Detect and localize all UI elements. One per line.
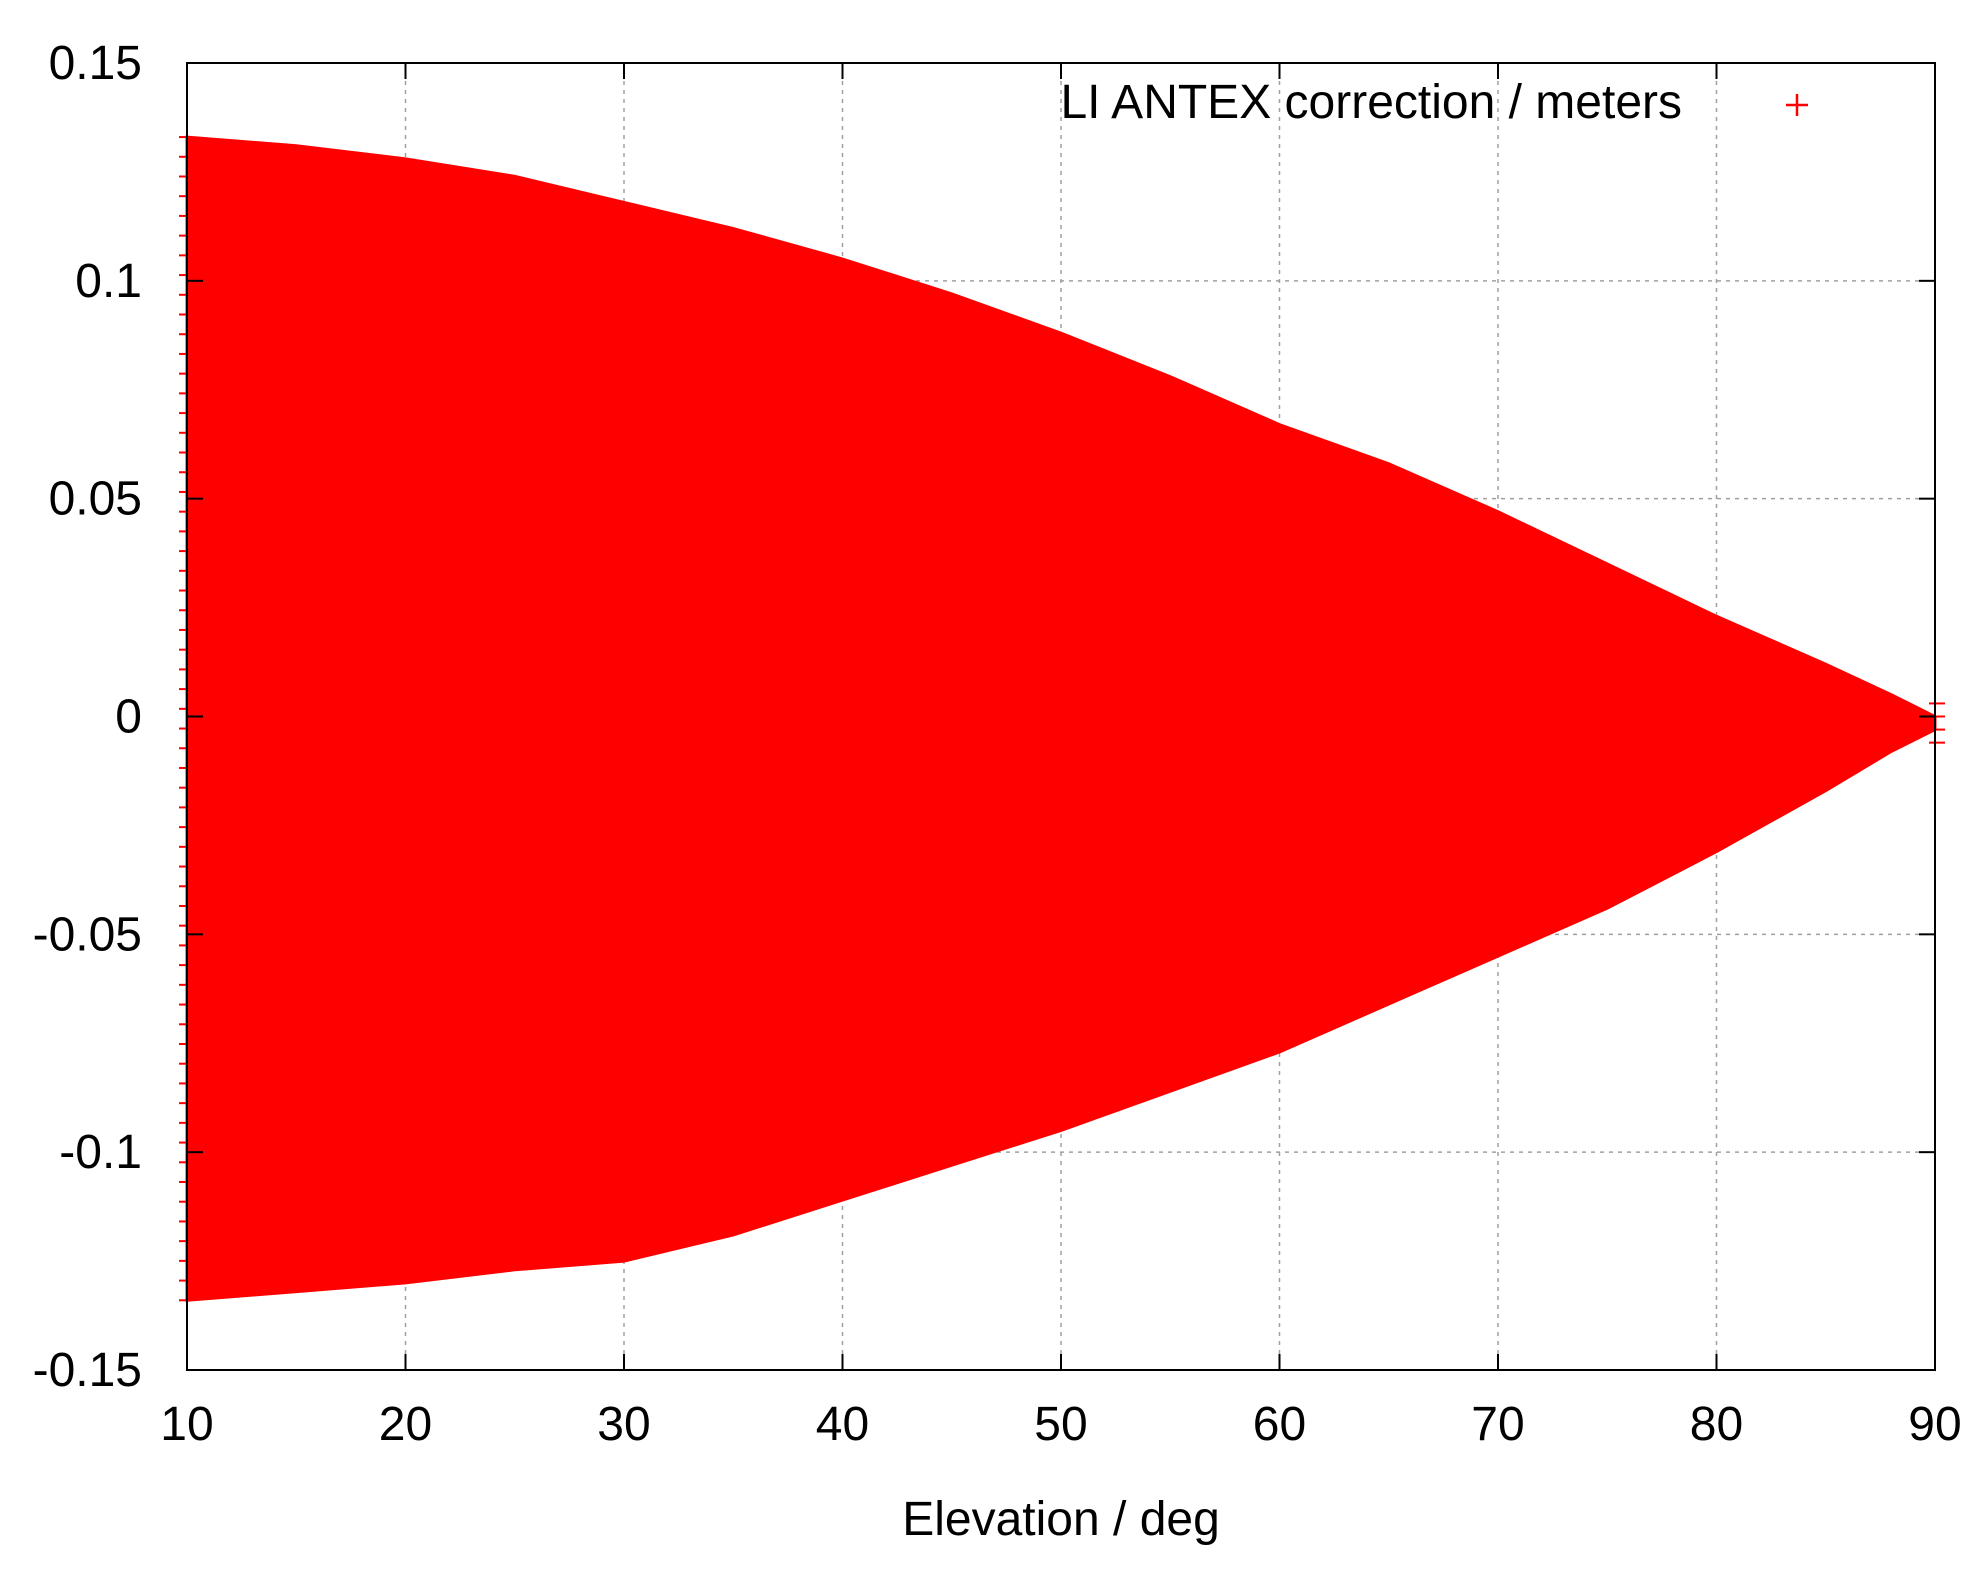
x-tick-label: 40 bbox=[816, 1398, 869, 1451]
x-axis-title: Elevation / deg bbox=[902, 1493, 1220, 1546]
x-tick-label: 10 bbox=[160, 1398, 213, 1451]
series-envelope bbox=[185, 135, 1937, 1302]
y-tick-label: 0.05 bbox=[49, 473, 142, 526]
x-tick-label: 50 bbox=[1034, 1398, 1087, 1451]
x-tick-label: 80 bbox=[1690, 1398, 1743, 1451]
legend-marker-plus bbox=[1786, 94, 1808, 116]
x-axis-tick-labels: 10 20 30 40 50 60 70 80 90 bbox=[160, 1398, 1961, 1451]
legend-label: LI ANTEX correction / meters bbox=[1060, 76, 1682, 129]
y-tick-label: 0.1 bbox=[75, 255, 142, 308]
legend: LI ANTEX correction / meters bbox=[1060, 76, 1808, 129]
y-tick-label: 0.15 bbox=[49, 37, 142, 90]
y-tick-label: -0.05 bbox=[33, 908, 142, 961]
x-tick-label: 70 bbox=[1471, 1398, 1524, 1451]
y-tick-label: -0.1 bbox=[59, 1126, 142, 1179]
x-tick-label: 30 bbox=[597, 1398, 650, 1451]
y-tick-label: -0.15 bbox=[33, 1344, 142, 1397]
tick-marks bbox=[186, 62, 1936, 1371]
x-tick-label: 90 bbox=[1908, 1398, 1961, 1451]
x-tick-label: 20 bbox=[379, 1398, 432, 1451]
series-layer bbox=[179, 135, 1945, 1302]
x-tick-label: 60 bbox=[1253, 1398, 1306, 1451]
y-tick-label: 0 bbox=[115, 691, 142, 744]
y-axis-tick-labels: -0.15 -0.1 -0.05 0 0.05 0.1 0.15 bbox=[33, 37, 142, 1397]
